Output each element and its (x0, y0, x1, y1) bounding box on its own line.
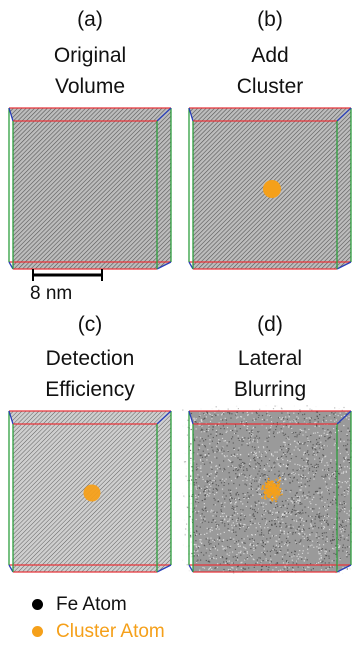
scale-bar-label: 8 nm (30, 283, 72, 305)
panel-c-cube (0, 403, 176, 575)
panel-b-title-line1: Add (185, 40, 352, 71)
panel-d-letter: (d) (185, 313, 352, 337)
legend-label-fe: Fe Atom (56, 593, 127, 617)
cluster-blob (263, 180, 281, 198)
atom-cloud (9, 108, 171, 269)
panel-b-letter: (b) (185, 8, 352, 32)
panel-b-title-line2: Cluster (185, 71, 352, 102)
legend: Fe Atom Cluster Atom (32, 591, 165, 645)
panel-a-letter: (a) (5, 8, 175, 32)
panel-c-letter: (c) (5, 313, 175, 337)
panel-c-title-line2: Efficiency (5, 374, 175, 405)
panel-d-title-line2: Blurring (185, 374, 352, 405)
fe-atom-dot-icon (32, 599, 43, 610)
legend-item-fe: Fe Atom (32, 591, 165, 618)
panel-c-title-line1: Detection (5, 343, 175, 374)
panel-d-title-line1: Lateral (185, 343, 352, 374)
panel-b-cube (180, 100, 352, 272)
panel-a-cube (0, 100, 176, 272)
panel-a-title-line1: Original (5, 40, 175, 71)
legend-item-cluster: Cluster Atom (32, 618, 165, 645)
cluster-blob (84, 485, 101, 502)
scale-bar (30, 268, 106, 282)
panel-d-cube (180, 403, 352, 575)
panel-a-title-line2: Volume (5, 71, 175, 102)
legend-label-cluster: Cluster Atom (56, 620, 165, 644)
cluster-atom-dot-icon (32, 626, 43, 637)
